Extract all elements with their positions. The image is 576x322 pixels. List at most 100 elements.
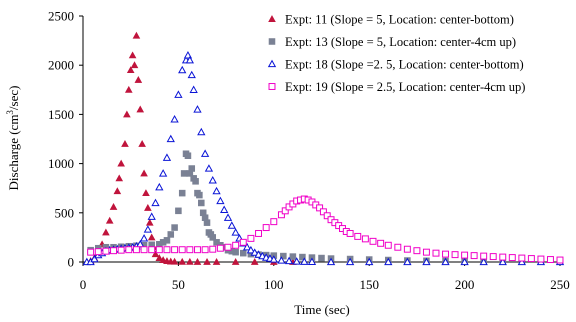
data-point	[216, 244, 224, 252]
data-point	[200, 149, 210, 157]
x-tick-label: 100	[264, 277, 284, 292]
data-point	[377, 239, 385, 247]
data-point	[498, 257, 507, 266]
legend-label: Expt: 19 (Slope = 2.5, Location: center-…	[285, 80, 525, 94]
x-tick-label: 0	[80, 277, 87, 292]
data-point	[170, 257, 179, 265]
data-point	[163, 237, 171, 244]
data-point	[110, 247, 117, 255]
legend-label: Expt: 13 (Slope = 5, Location: center-4c…	[285, 35, 516, 49]
data-point	[105, 216, 114, 224]
data-point	[178, 189, 186, 197]
data-point	[178, 246, 186, 254]
data-point	[125, 246, 133, 254]
data-point	[319, 208, 327, 216]
data-point	[138, 140, 146, 147]
data-point	[136, 105, 145, 113]
tick-marks	[79, 15, 561, 266]
data-point	[246, 245, 256, 254]
data-point	[143, 225, 153, 233]
y-tick-label: 0	[68, 255, 75, 270]
data-point	[126, 66, 135, 74]
data-point	[269, 255, 278, 263]
data-point	[231, 257, 240, 265]
data-point	[115, 174, 124, 182]
legend-entry-1: Expt: 11 (Slope = 5, Location: center-bo…	[268, 13, 514, 27]
data-point	[186, 246, 194, 254]
data-point	[518, 254, 526, 262]
data-point	[212, 257, 221, 265]
data-point	[178, 257, 187, 265]
data-point	[232, 248, 239, 256]
data-point	[537, 255, 545, 263]
y-axis-title: Discharge (cm3/sec)	[5, 86, 21, 191]
data-point	[130, 61, 139, 69]
data-point	[109, 202, 118, 210]
data-point	[403, 245, 411, 253]
series-4	[87, 195, 564, 264]
data-point	[394, 243, 402, 251]
data-point	[185, 55, 194, 64]
y-axis-title-superscript: 3	[5, 110, 15, 115]
legend-entry-3: Expt: 18 (Slope =2. 5, Location: center-…	[267, 58, 524, 72]
data-point	[94, 248, 102, 256]
data-point	[163, 246, 171, 254]
data-point	[124, 85, 133, 93]
data-point	[87, 248, 95, 256]
data-point	[422, 248, 430, 256]
data-point	[247, 234, 255, 242]
data-point	[307, 257, 317, 265]
data-point	[527, 255, 535, 263]
legend-marker	[267, 59, 277, 68]
data-point	[193, 105, 202, 113]
data-point	[151, 198, 160, 207]
data-point	[220, 205, 229, 213]
y-tick-label: 2500	[48, 9, 74, 24]
data-point	[270, 218, 278, 226]
y-axis-title-unit-tail: /sec)	[6, 86, 21, 111]
data-point	[201, 246, 209, 254]
data-point	[208, 175, 217, 184]
data-point	[128, 51, 137, 59]
data-point	[231, 228, 240, 236]
data-point	[192, 178, 199, 185]
data-point	[365, 257, 374, 266]
data-point	[227, 221, 236, 229]
data-point	[300, 257, 309, 265]
data-point	[145, 218, 154, 226]
data-point	[441, 257, 450, 266]
data-point	[224, 243, 232, 251]
data-point	[460, 257, 469, 266]
data-point	[203, 257, 211, 265]
data-point	[489, 253, 497, 261]
data-point	[432, 249, 440, 257]
legend-marker	[268, 15, 276, 22]
data-point	[546, 256, 554, 264]
data-point	[442, 250, 449, 258]
legend-marker	[268, 38, 276, 45]
data-point	[194, 246, 201, 254]
data-point	[171, 224, 178, 231]
data-point	[155, 182, 164, 191]
data-point	[167, 231, 175, 238]
data-point	[316, 204, 324, 212]
data-point	[188, 165, 196, 172]
data-point	[556, 256, 564, 264]
legend-entry-2: Expt: 13 (Slope = 5, Location: center-4c…	[268, 35, 516, 49]
data-point	[384, 241, 392, 249]
data-point	[326, 257, 336, 266]
data-point	[242, 242, 252, 251]
data-point	[240, 249, 247, 257]
data-point	[232, 241, 240, 249]
data-point	[186, 257, 194, 265]
data-point	[123, 110, 131, 118]
data-point	[204, 164, 214, 172]
data-point	[171, 246, 179, 254]
data-point	[178, 65, 187, 74]
data-point	[223, 213, 233, 221]
data-point	[184, 152, 192, 159]
data-point	[140, 169, 148, 177]
y-tick-label: 500	[55, 205, 75, 220]
data-point	[155, 246, 163, 254]
